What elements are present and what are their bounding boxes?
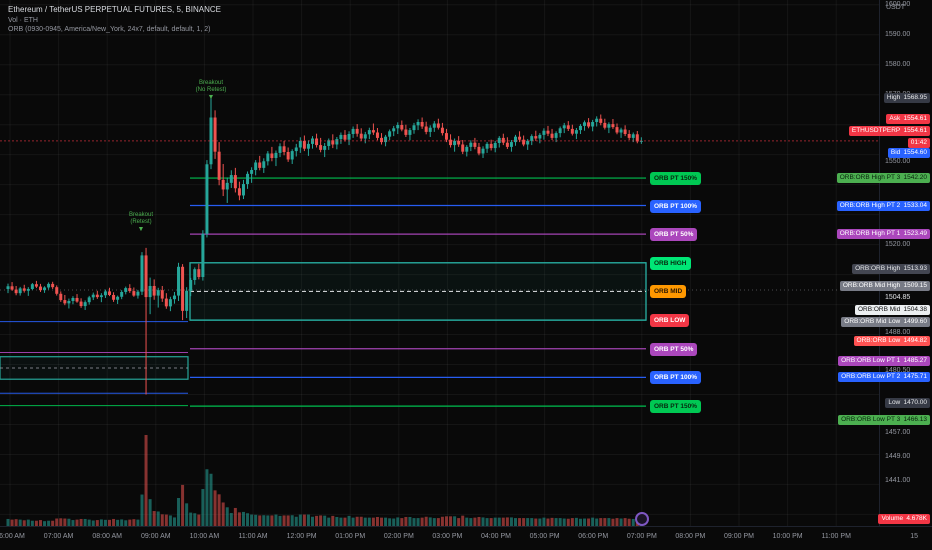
orb-high-pt3-label: ORB:ORB High PT 3 1542.20 — [836, 173, 930, 184]
price-tick: 1590.00 — [885, 30, 911, 38]
orb-level-tag: ORB PT 150% — [650, 172, 701, 186]
orb-low-label: ORB:ORB Low 1494.82 — [853, 336, 930, 347]
breakout-marker: Breakout (No Retest) ▼ — [195, 80, 227, 101]
orb-mid-low-label: ORB:ORB Mid Low 1499.60 — [841, 316, 930, 327]
price-tick: 1600.00 — [885, 0, 911, 8]
ask-label: Ask 1554.61 — [886, 113, 930, 124]
orb-level-tag: ORB PT 100% — [650, 199, 701, 213]
time-tick: 06:00 AM — [0, 533, 25, 540]
orb-high-pt1-label: ORB:ORB High PT 1 1523.49 — [836, 229, 930, 240]
orb-low-pt1-label: ORB:ORB Low PT 1 1485.27 — [838, 355, 930, 366]
orb-level-tag: ORB PT 50% — [650, 342, 698, 356]
orb-low-pt2-label: ORB:ORB Low PT 2 1475.71 — [838, 372, 930, 383]
time-tick: 06:00 PM — [578, 533, 609, 540]
price-tick: 1550.00 — [885, 157, 911, 165]
price-tick: 1449.00 — [885, 453, 911, 461]
orb-high-pt2-label: ORB:ORB High PT 2 1533.04 — [836, 200, 930, 211]
orb-level-tag: ORB HIGH — [650, 256, 691, 270]
price-axis[interactable]: USDT 1600.001590.001580.001570.001550.00… — [836, 0, 932, 527]
orb-level-tag: ORB PT 150% — [650, 400, 701, 414]
candlestick-chart[interactable] — [0, 0, 880, 527]
time-axis[interactable]: 06:00 AM 07:00 AM 08:00 AM 09:00 AM 10:00 AM… — [0, 526, 932, 550]
symbol-price-label: ETHUSDTPERP 1554.61 — [848, 125, 930, 136]
price-tick: 1504.85 — [885, 294, 911, 302]
low-label: Low 1470.00 — [885, 397, 930, 408]
orb-low-pt3-label: ORB:ORB Low PT 3 1466.13 — [838, 415, 930, 426]
price-tick: 1441.00 — [885, 477, 911, 485]
price-tick: 1520.00 — [885, 240, 911, 248]
bid-label: Bid 1554.60 — [887, 147, 930, 158]
breakout-marker: Breakout (Retest) ▼ — [128, 212, 154, 233]
time-tick: 02:00 PM — [383, 533, 414, 540]
time-tick: 07:00 PM — [626, 533, 657, 540]
orb-mid-label: ORB:ORB Mid 1504.38 — [854, 305, 930, 316]
time-labels: 06:00 AM 07:00 AM 08:00 AM 09:00 AM 10:00 AM… — [0, 527, 880, 550]
price-tick: 1580.00 — [885, 60, 911, 68]
orb-mid-high-label: ORB:ORB Mid High 1509.15 — [839, 281, 930, 292]
orb-level-tag: ORB LOW — [650, 314, 690, 328]
time-tick: 12:00 PM — [286, 533, 317, 540]
chart-overlay: ORB PT 150% ORB PT 100% ORB PT 50% ORB HIGH… — [128, 80, 701, 526]
orb-level-tag: ORB PT 100% — [650, 371, 701, 385]
time-tick: 03:00 PM — [432, 533, 463, 540]
chart-area[interactable]: ORB PT 150% ORB PT 100% ORB PT 50% ORB HIGH… — [0, 0, 880, 527]
time-tick: 11:00 AM — [238, 533, 268, 540]
date-label: 15 — [910, 533, 918, 540]
orb-high-label: ORB:ORB High 1513.93 — [852, 263, 930, 274]
time-tick: 08:00 PM — [675, 533, 706, 540]
countdown-label: 01:42 — [907, 137, 930, 148]
time-tick: 05:00 PM — [529, 533, 560, 540]
high-label: High 1568.95 — [883, 92, 930, 103]
time-tick: 07:00 AM — [43, 533, 74, 540]
volume-axis-label: Volume 4.678K — [878, 514, 930, 524]
symbol-title[interactable]: Ethereum / TetherUS PERPETUAL FUTURES, 5… — [8, 5, 221, 14]
orb-level-tag: ORB PT 50% — [650, 228, 698, 242]
time-tick: 10:00 PM — [772, 533, 803, 540]
time-tick: 09:00 PM — [724, 533, 754, 540]
chart-legend: Ethereum / TetherUS PERPETUAL FUTURES, 5… — [8, 5, 221, 35]
currency-label: USDT — [886, 4, 906, 11]
event-bubble[interactable] — [635, 512, 649, 526]
volume-indicator-label[interactable]: Vol · ETH — [8, 17, 38, 24]
time-tick: 04:00 PM — [481, 533, 511, 540]
orb-level-tag: ORB MID — [650, 285, 687, 299]
price-tick: 1457.00 — [885, 429, 911, 437]
time-tick: 08:00 AM — [92, 533, 122, 540]
price-tick: 1480.50 — [885, 367, 911, 375]
time-tick: 01:00 PM — [335, 533, 366, 540]
time-tick: 11:00 PM — [821, 533, 851, 540]
time-tick: 09:00 AM — [141, 533, 171, 540]
orb-indicator-label[interactable]: ORB (0930-0945, America/New_York, 24x7, … — [8, 26, 211, 33]
time-tick: 10:00 AM — [189, 533, 220, 540]
price-tick: 1488.00 — [885, 328, 911, 336]
